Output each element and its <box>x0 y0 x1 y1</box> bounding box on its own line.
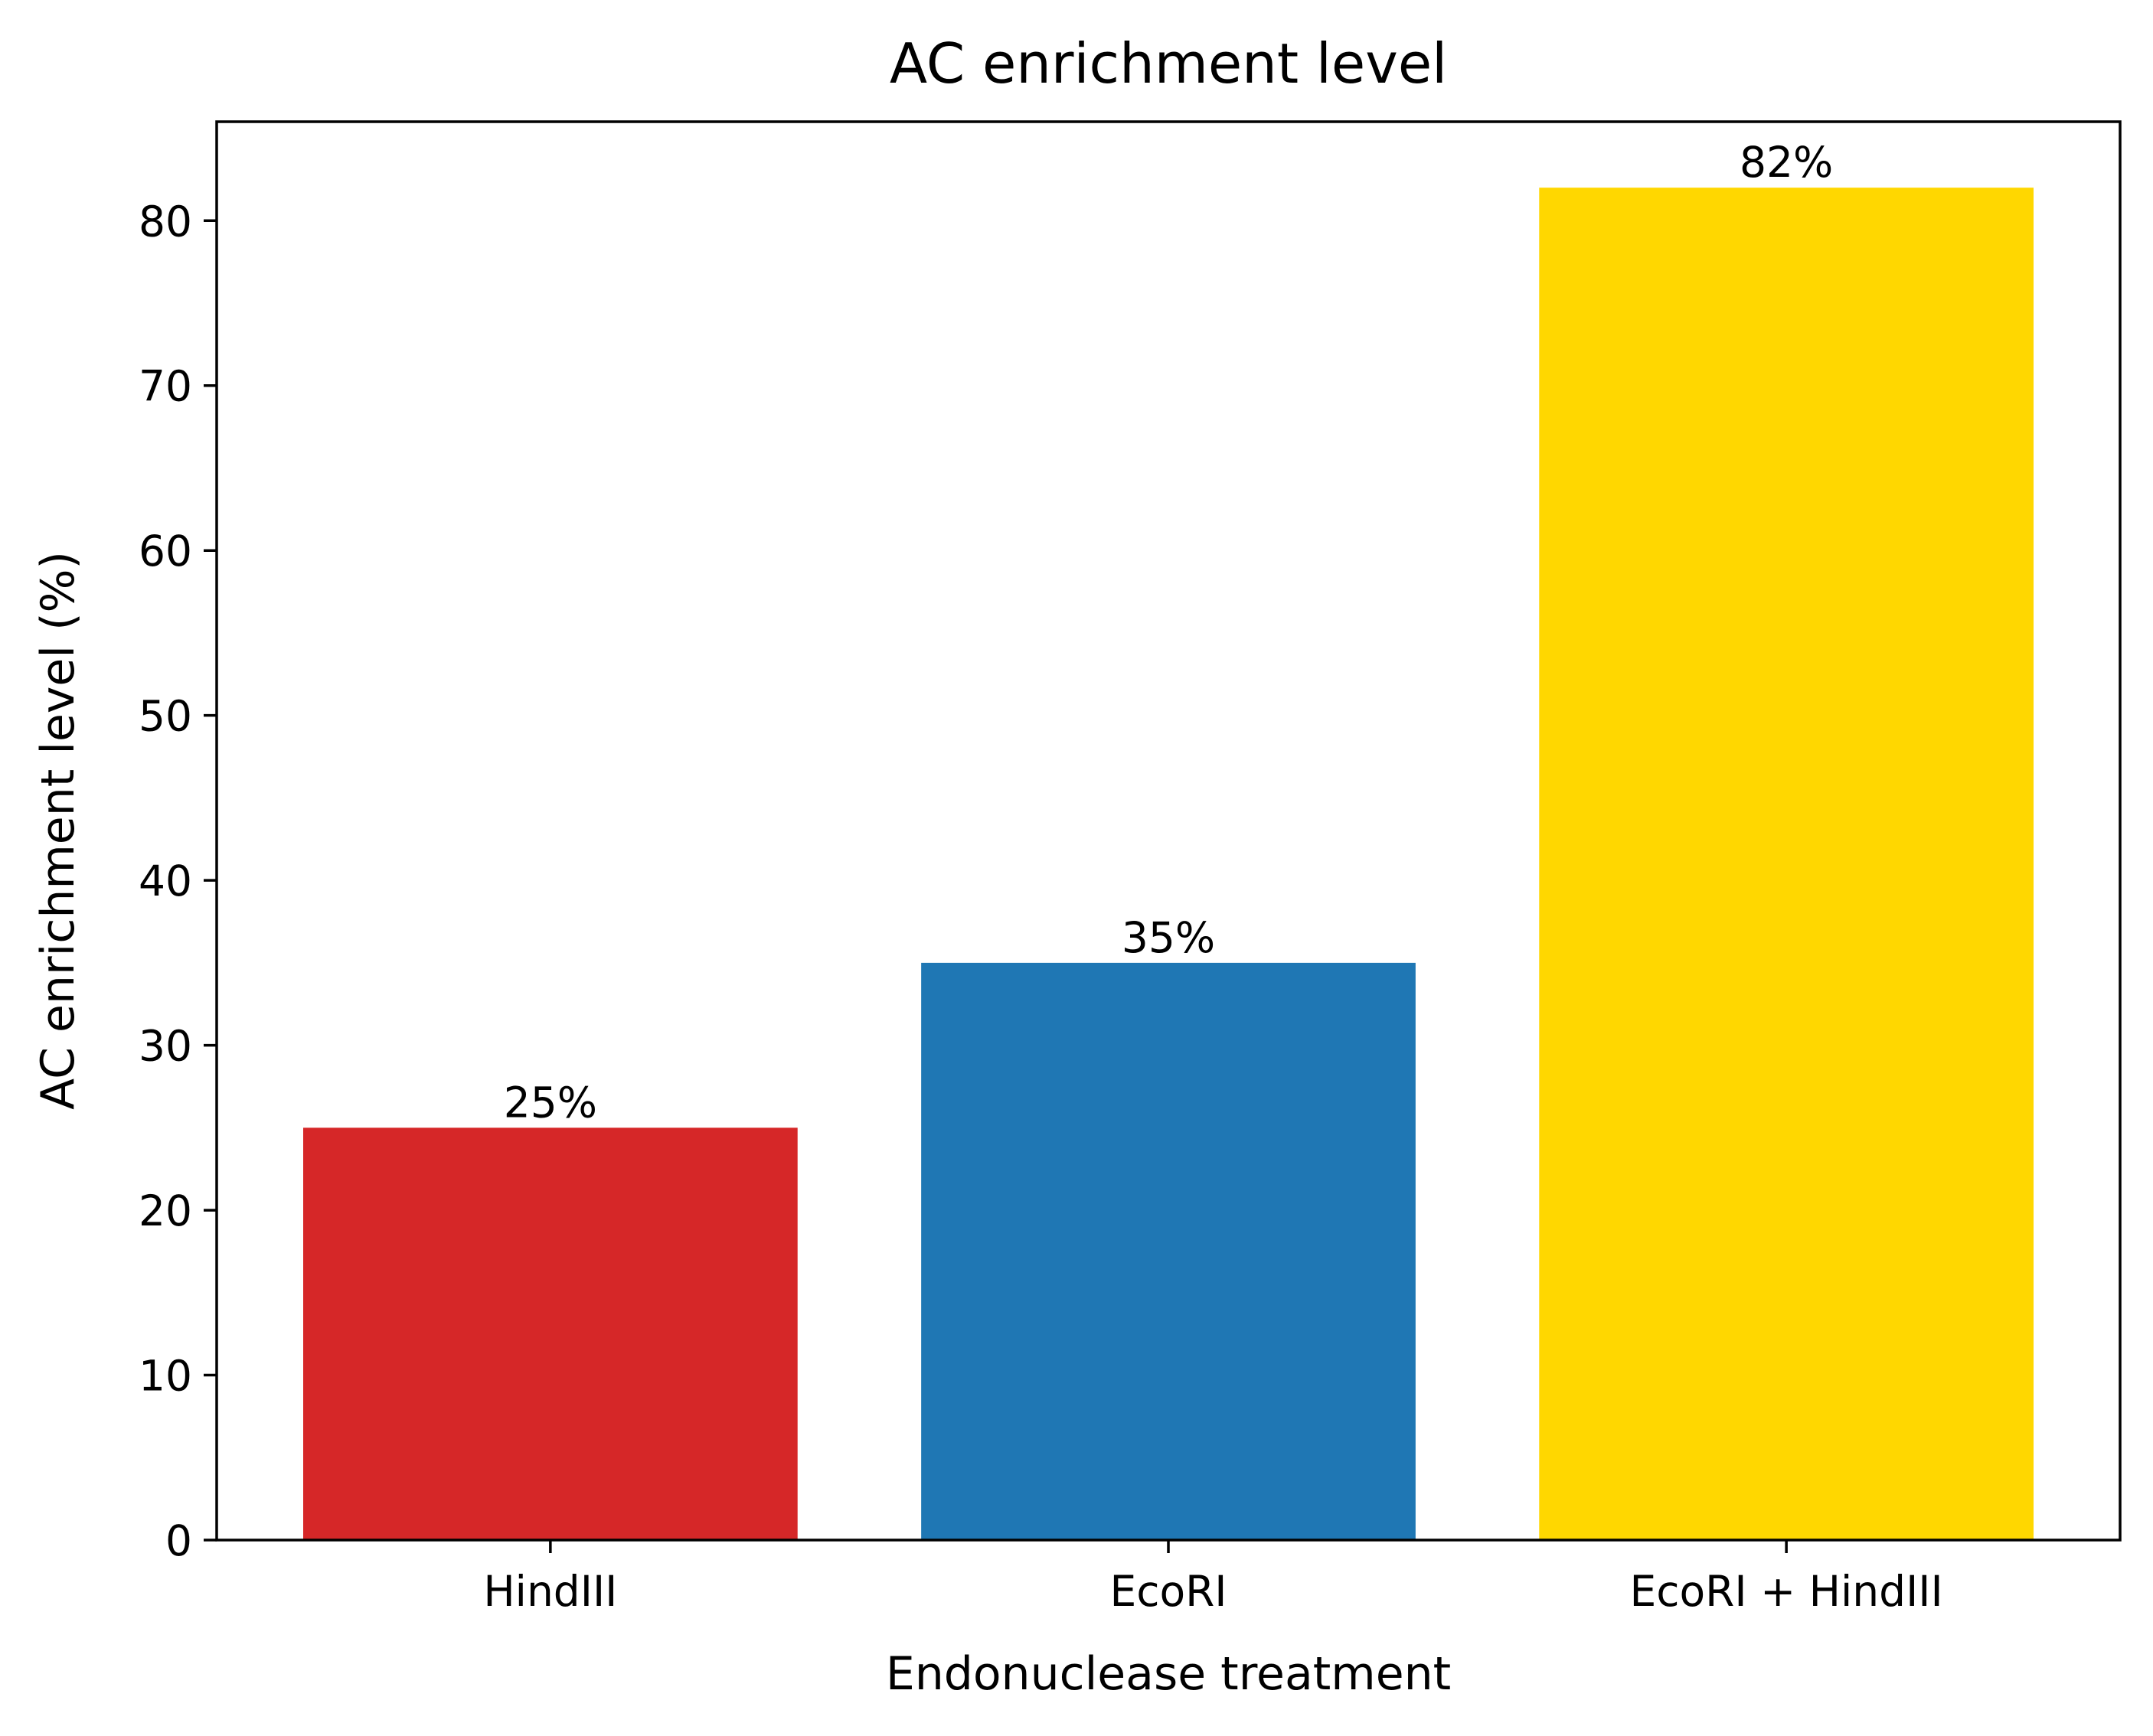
y-tick-label-40: 40 <box>139 857 192 906</box>
x-tick-label-ecori-hindiii: EcoRI + HindIII <box>1630 1567 1943 1616</box>
y-tick-label-50: 50 <box>139 692 192 741</box>
y-tick-label-30: 30 <box>139 1022 192 1071</box>
y-tick-label-10: 10 <box>139 1352 192 1401</box>
y-tick-label-0: 0 <box>165 1516 192 1565</box>
bar-ecori-hindiii <box>1539 188 2034 1541</box>
y-tick-label-20: 20 <box>139 1186 192 1235</box>
value-label-ecori-hindiii: 82% <box>1740 138 1833 187</box>
x-tick-label-hindiii: HindIII <box>483 1567 617 1616</box>
y-axis-label: AC enrichment level (%) <box>31 551 85 1110</box>
x-axis-label: Endonuclease treatment <box>886 1647 1451 1701</box>
plot-area-frame <box>215 120 2122 1542</box>
bar-hindiii <box>303 1127 798 1540</box>
value-labels-layer: 25% 35% 82% <box>504 138 1834 1127</box>
x-tick-label-ecori: EcoRI <box>1109 1567 1227 1616</box>
bar-ecori <box>921 962 1416 1540</box>
y-tick-label-60: 60 <box>139 527 192 576</box>
bars-layer <box>303 188 2034 1541</box>
chart-title: AC enrichment level <box>890 31 1447 96</box>
x-axis: HindIII EcoRI EcoRI + HindIII <box>483 1540 1943 1616</box>
y-tick-label-70: 70 <box>139 362 192 411</box>
y-axis: 0 10 20 30 40 50 60 70 80 <box>139 197 217 1565</box>
value-label-ecori: 35% <box>1122 913 1215 962</box>
value-label-hindiii: 25% <box>504 1078 597 1127</box>
y-tick-label-80: 80 <box>139 197 192 246</box>
